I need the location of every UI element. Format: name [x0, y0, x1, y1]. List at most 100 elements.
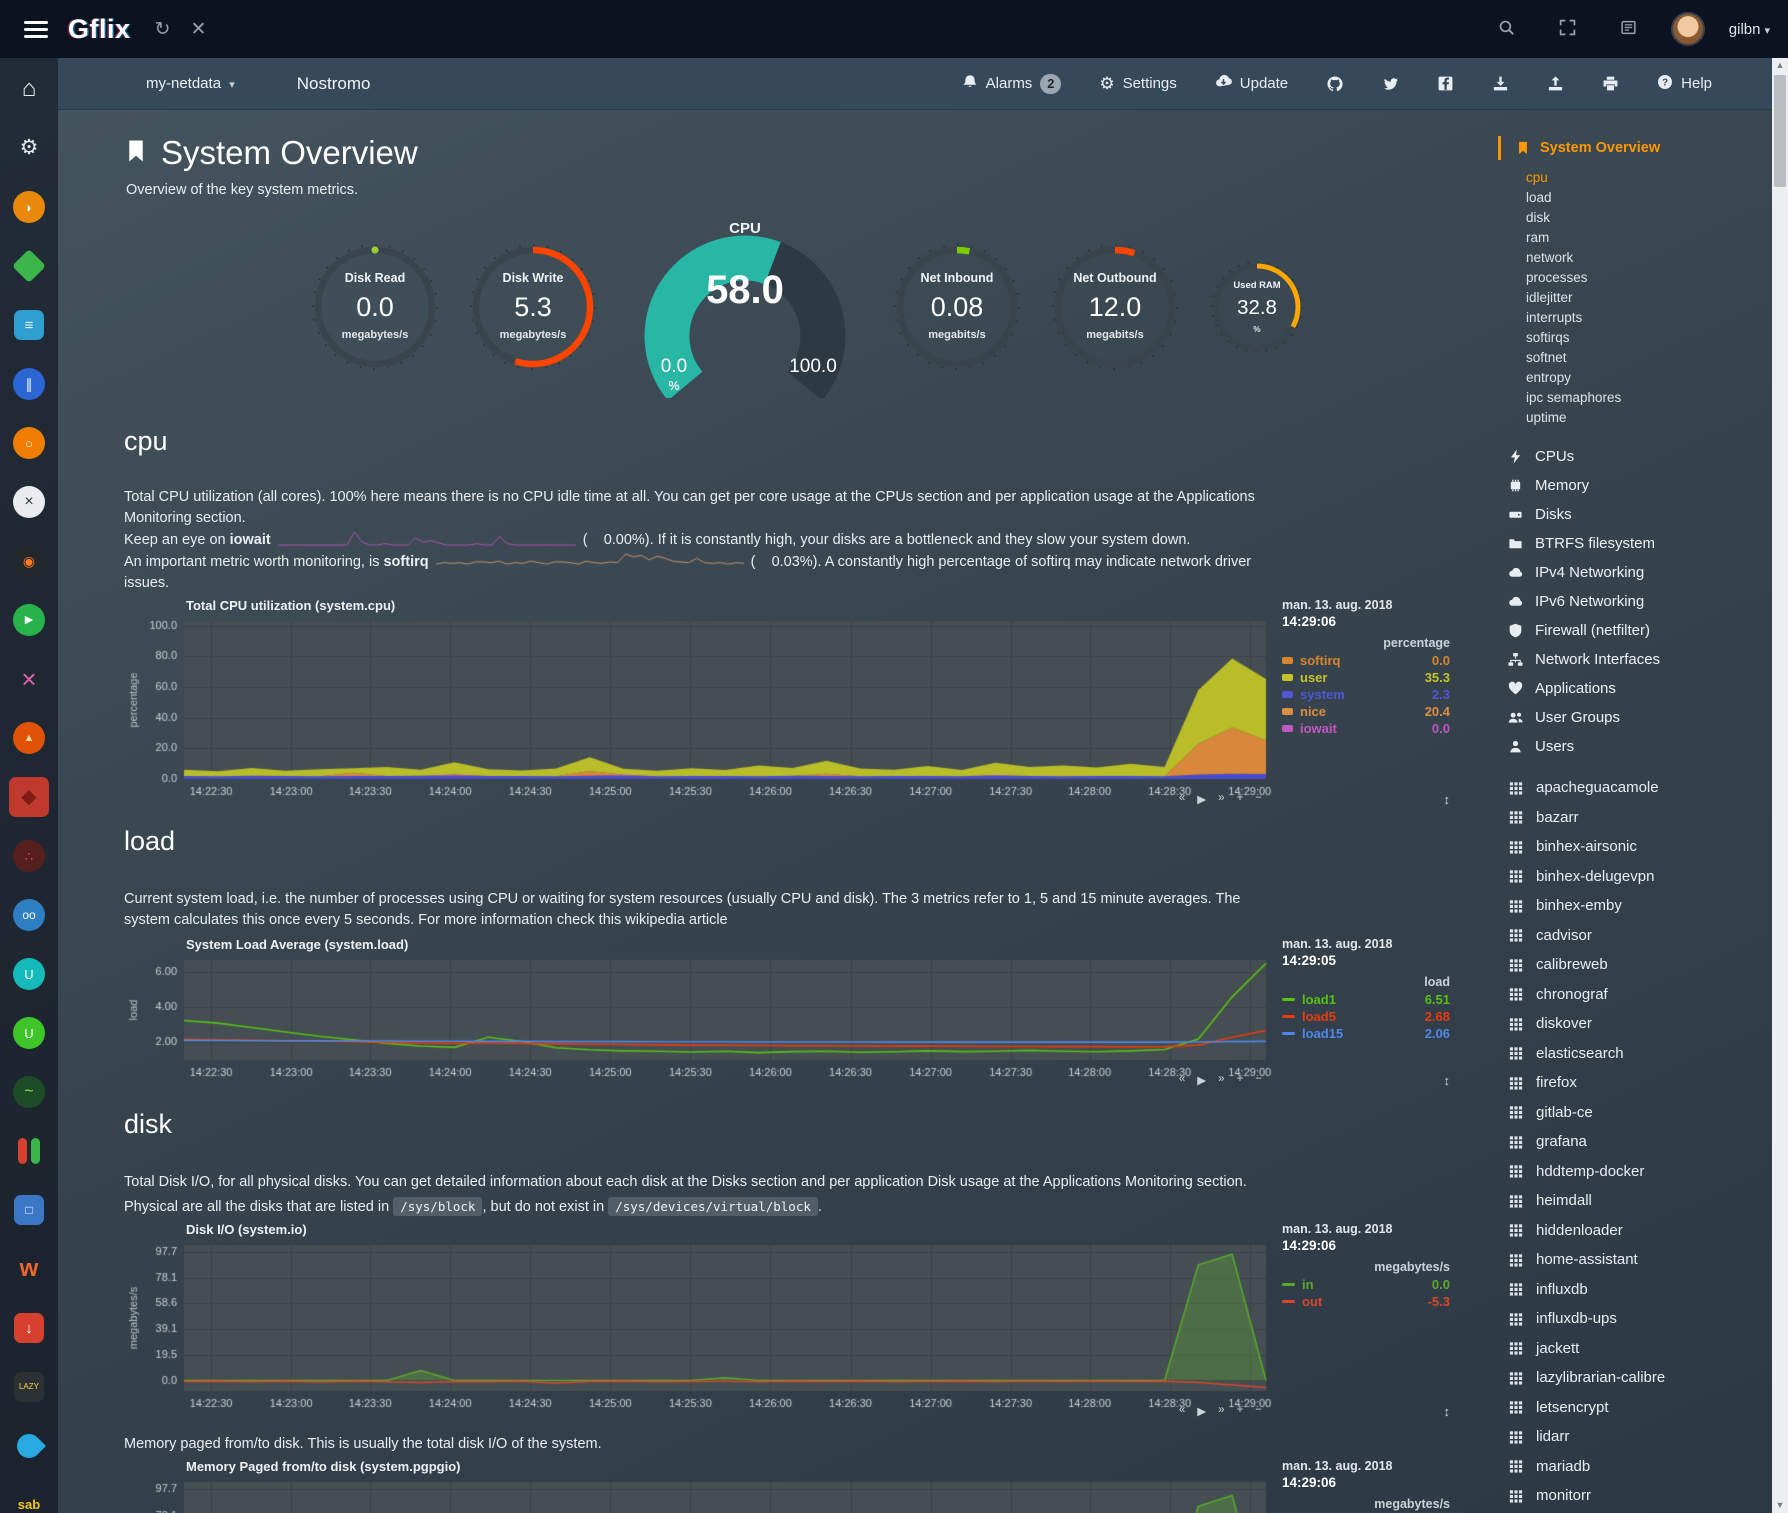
facebook-icon[interactable]: [1437, 75, 1454, 92]
twitter-icon[interactable]: [1382, 75, 1399, 92]
sidebar-section-network-interfaces[interactable]: Network Interfaces: [1498, 645, 1772, 674]
sidebar-item-ipc-semaphores[interactable]: ipc semaphores: [1526, 390, 1622, 405]
scroll-down-arrow[interactable]: ▼: [1775, 1500, 1785, 1510]
app-shortcut-icon[interactable]: [9, 1426, 49, 1466]
legend-item-in[interactable]: in 0.0: [1282, 1276, 1454, 1293]
gauge-disk-write[interactable]: Disk Write 5.3 megabytes/s: [467, 241, 599, 373]
sidebar-app-binhex-delugevpn[interactable]: binhex-delugevpn: [1498, 862, 1772, 892]
legend-item-out[interactable]: out -5.3: [1282, 1293, 1454, 1310]
app-shortcut-icon[interactable]: U: [9, 954, 49, 994]
sidebar-item-load[interactable]: load: [1526, 190, 1552, 205]
pan-left-icon[interactable]: «: [1178, 792, 1186, 805]
hostname[interactable]: Nostromo: [296, 73, 371, 93]
chart-canvas-load[interactable]: [124, 954, 1274, 1085]
sidebar-app-mariadb[interactable]: mariadb: [1498, 1452, 1772, 1482]
legend-item-load5[interactable]: load5 2.68: [1282, 1008, 1454, 1025]
sidebar-item-softnet[interactable]: softnet: [1526, 350, 1567, 365]
sidebar-app-monitorr[interactable]: monitorr: [1498, 1481, 1772, 1511]
print-icon[interactable]: [1602, 75, 1619, 92]
sidebar-app-diskover[interactable]: diskover: [1498, 1009, 1772, 1039]
sidebar-item-processes[interactable]: processes: [1526, 270, 1588, 285]
sidebar-app-elasticsearch[interactable]: elasticsearch: [1498, 1039, 1772, 1069]
app-shortcut-icon[interactable]: ▲: [9, 718, 49, 758]
sidebar-app-cadvisor[interactable]: cadvisor: [1498, 921, 1772, 951]
search-icon[interactable]: [1498, 19, 1515, 40]
app-shortcut-icon[interactable]: ×: [21, 663, 37, 694]
app-shortcut-icon[interactable]: ◗: [9, 187, 49, 227]
sidebar-app-binhex-airsonic[interactable]: binhex-airsonic: [1498, 832, 1772, 862]
pan-right-icon[interactable]: »: [1218, 1404, 1225, 1417]
vertical-scrollbar[interactable]: ▲ ▼: [1772, 58, 1788, 1513]
zoom-in-icon[interactable]: +: [1236, 792, 1244, 805]
sidebar-app-hddtemp-docker[interactable]: hddtemp-docker: [1498, 1157, 1772, 1187]
sidebar-section-firewall-netfilter-[interactable]: Firewall (netfilter): [1498, 616, 1772, 645]
scroll-up-arrow[interactable]: ▲: [1775, 60, 1785, 70]
sidebar-app-lazylibrarian-calibre[interactable]: lazylibrarian-calibre: [1498, 1363, 1772, 1393]
refresh-icon[interactable]: ↻: [154, 18, 171, 40]
app-shortcut-icon[interactable]: [9, 1131, 49, 1171]
pan-right-icon[interactable]: »: [1218, 792, 1225, 805]
news-icon[interactable]: [1620, 19, 1637, 40]
chart-canvas-cpu[interactable]: [124, 615, 1274, 804]
sidebar-section-ipv6-networking[interactable]: IPv6 Networking: [1498, 587, 1772, 616]
app-shortcut-icon[interactable]: ◆: [9, 777, 49, 817]
github-icon[interactable]: [1326, 75, 1344, 93]
legend-item-load1[interactable]: load1 6.51: [1282, 991, 1454, 1008]
sidebar-section-cpus[interactable]: CPUs: [1498, 442, 1772, 471]
gauge-net-outbound[interactable]: Net Outbound 12.0 megabits/s: [1049, 241, 1181, 373]
sidebar-item-idlejitter[interactable]: idlejitter: [1526, 290, 1573, 305]
zoom-in-icon[interactable]: +: [1236, 1404, 1244, 1417]
sidebar-app-gitlab-ce[interactable]: gitlab-ce: [1498, 1098, 1772, 1128]
sidebar-app-lidarr[interactable]: lidarr: [1498, 1422, 1772, 1452]
gauge-used-ram[interactable]: Used RAM 32.8%: [1207, 257, 1307, 357]
gear-icon[interactable]: ⚙: [19, 136, 39, 159]
sidebar-app-letsencrypt[interactable]: letsencrypt: [1498, 1393, 1772, 1423]
legend-item-softirq[interactable]: softirq 0.0: [1282, 652, 1454, 669]
app-shortcut-icon[interactable]: ∴: [9, 836, 49, 876]
sidebar-app-calibreweb[interactable]: calibreweb: [1498, 950, 1772, 980]
zoom-in-icon[interactable]: +: [1236, 1073, 1244, 1086]
pan-left-icon[interactable]: «: [1178, 1073, 1186, 1086]
sidebar-item-network[interactable]: network: [1526, 250, 1574, 265]
pan-left-icon[interactable]: «: [1178, 1404, 1186, 1417]
server-dropdown[interactable]: my-netdata ▾: [146, 75, 235, 92]
sidebar-app-chronograf[interactable]: chronograf: [1498, 980, 1772, 1010]
app-shortcut-icon[interactable]: [9, 246, 49, 286]
sidebar-app-bazarr[interactable]: bazarr: [1498, 803, 1772, 833]
sidebar-item-system-overview[interactable]: System Overview: [1498, 136, 1772, 160]
legend-item-system[interactable]: system 2.3: [1282, 686, 1454, 703]
sidebar-app-apacheguacamole[interactable]: apacheguacamole: [1498, 773, 1772, 803]
chart-canvas-disk[interactable]: [124, 1239, 1274, 1416]
chart-canvas-pgpgio[interactable]: [124, 1476, 1274, 1513]
app-shortcut-icon[interactable]: ×: [9, 482, 49, 522]
sidebar-item-interrupts[interactable]: interrupts: [1526, 310, 1583, 325]
play-icon[interactable]: ▶: [1197, 1406, 1207, 1419]
sidebar-app-heimdall[interactable]: heimdall: [1498, 1186, 1772, 1216]
sidebar-item-disk[interactable]: disk: [1526, 210, 1551, 225]
gauge-cpu[interactable]: CPU 58.0 0.0 100.0%: [625, 216, 865, 401]
app-shortcut-icon[interactable]: w: [19, 1255, 39, 1282]
alarms-button[interactable]: Alarms 2: [962, 73, 1062, 94]
sidebar-section-user-groups[interactable]: User Groups: [1498, 703, 1772, 732]
app-shortcut-icon[interactable]: ▶: [9, 600, 49, 640]
zoom-out-icon[interactable]: −: [1255, 792, 1262, 805]
sidebar-section-users[interactable]: Users: [1498, 732, 1772, 761]
sidebar-section-ipv4-networking[interactable]: IPv4 Networking: [1498, 558, 1772, 587]
app-shortcut-icon[interactable]: oo: [9, 895, 49, 935]
avatar[interactable]: [1670, 12, 1705, 46]
sidebar-section-memory[interactable]: Memory: [1498, 471, 1772, 500]
sidebar-section-disks[interactable]: Disks: [1498, 500, 1772, 529]
app-shortcut-icon[interactable]: U: [9, 1013, 49, 1053]
play-icon[interactable]: ▶: [1197, 1075, 1207, 1088]
app-shortcut-icon[interactable]: ∥: [9, 364, 49, 404]
sidebar-item-cpu[interactable]: cpu: [1526, 170, 1548, 185]
sidebar-app-grafana[interactable]: grafana: [1498, 1127, 1772, 1157]
sidebar-section-btrfs-filesystem[interactable]: BTRFS filesystem: [1498, 529, 1772, 558]
legend-item-nice[interactable]: nice 20.4: [1282, 703, 1454, 720]
sidebar-app-binhex-emby[interactable]: binhex-emby: [1498, 891, 1772, 921]
fullscreen-icon[interactable]: [1559, 19, 1576, 40]
sidebar-app-jackett[interactable]: jackett: [1498, 1334, 1772, 1364]
export-snapshot-icon[interactable]: [1547, 75, 1564, 92]
gauge-disk-read[interactable]: Disk Read 0.0 megabytes/s: [309, 241, 441, 373]
help-button[interactable]: ? Help: [1657, 74, 1712, 94]
